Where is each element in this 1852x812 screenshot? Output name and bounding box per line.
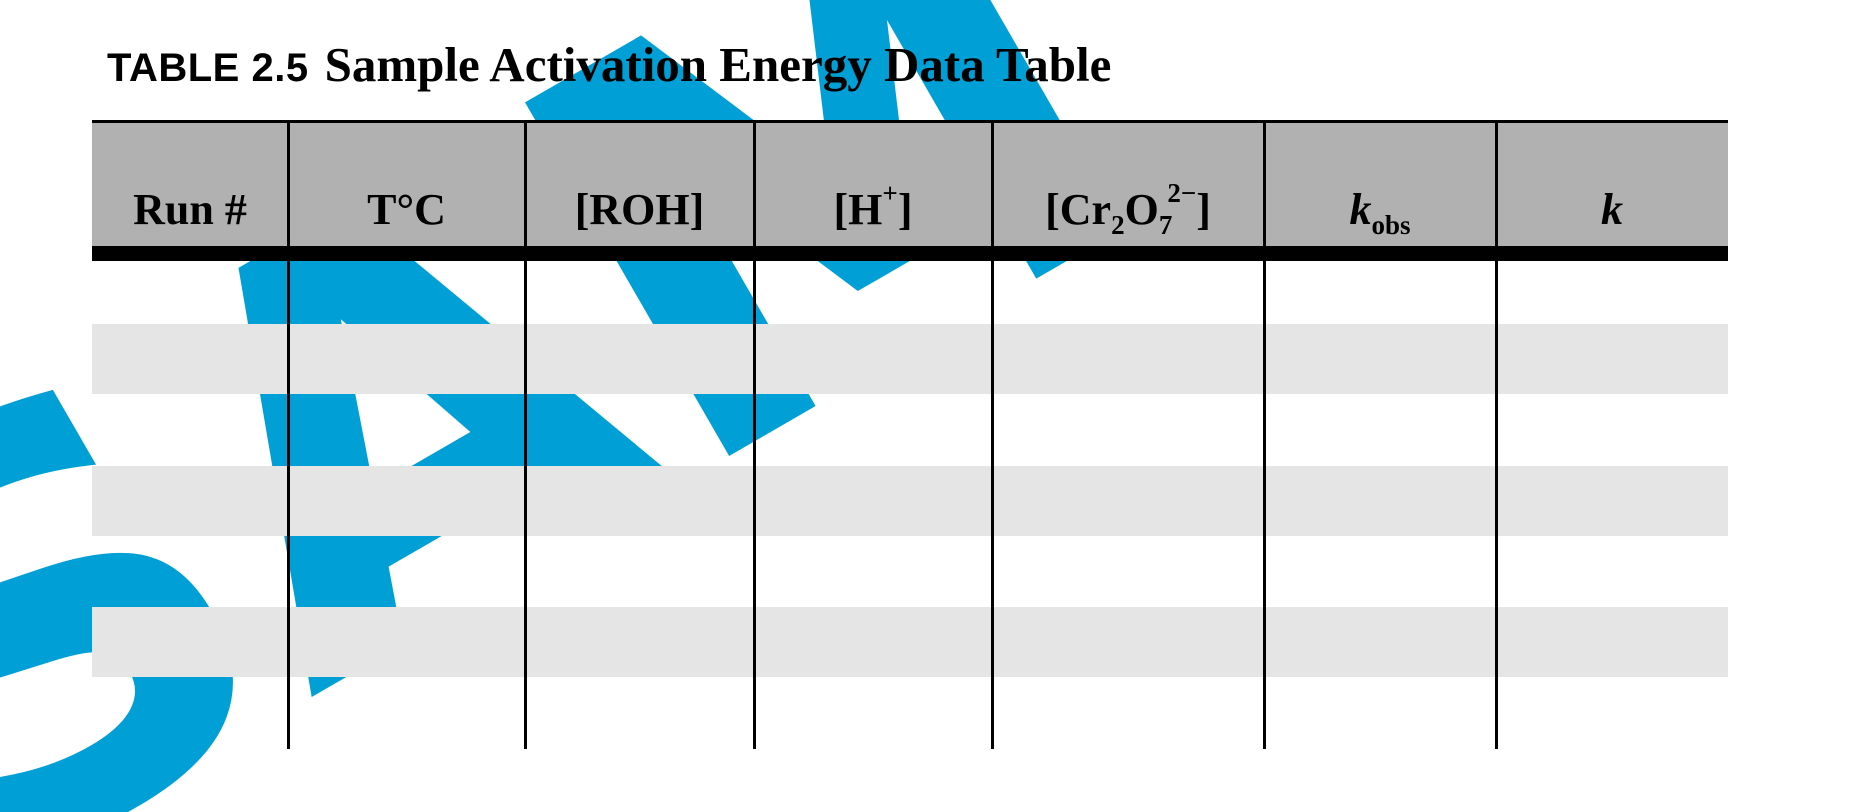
- column-header-label: [ROH]: [574, 185, 705, 234]
- table-cell: [754, 261, 992, 324]
- table-cell: [1264, 607, 1496, 677]
- table-title: TABLE 2.5 Sample Activation Energy Data …: [107, 36, 1111, 93]
- column-header-label: [Cr2O72−]: [1045, 178, 1211, 240]
- table-cell: [92, 466, 288, 536]
- table-cell: [992, 324, 1264, 394]
- table-cell: [1496, 536, 1728, 607]
- column-header-label: [H+]: [833, 178, 913, 234]
- column-divider: [1262, 120, 1266, 749]
- table-row: [92, 607, 1728, 677]
- column-header-dichromate: [Cr2O72−]: [992, 123, 1264, 246]
- table-top-border: [92, 120, 1728, 123]
- column-header-label: k: [1601, 185, 1623, 234]
- column-header-k: k: [1496, 123, 1728, 246]
- column-header-label: Run #: [133, 185, 247, 234]
- table-cell: [754, 394, 992, 466]
- table-cell: [992, 261, 1264, 324]
- table-cell: [754, 466, 992, 536]
- table-cell: [992, 536, 1264, 607]
- table-cell: [525, 324, 754, 394]
- table-cell: [92, 324, 288, 394]
- column-header-run: Run #: [92, 123, 288, 246]
- table-cell: [1496, 466, 1728, 536]
- table-cell: [525, 261, 754, 324]
- table-cell: [288, 261, 525, 324]
- table-body: [92, 261, 1728, 677]
- column-divider: [990, 120, 994, 749]
- table-row: [92, 466, 1728, 536]
- table-cell: [288, 466, 525, 536]
- table-cell: [525, 394, 754, 466]
- table-row: [92, 394, 1728, 466]
- table-cell: [92, 394, 288, 466]
- table-cell: [1264, 394, 1496, 466]
- table-cell: [288, 607, 525, 677]
- table-row: [92, 261, 1728, 324]
- table-row: [92, 536, 1728, 607]
- column-header-roh: [ROH]: [525, 123, 754, 246]
- table-cell: [92, 536, 288, 607]
- table-cell: [92, 261, 288, 324]
- table-cell: [1264, 324, 1496, 394]
- table-cell: [525, 466, 754, 536]
- table-cell: [1496, 324, 1728, 394]
- table-cell: [754, 607, 992, 677]
- column-header-temperature: T°C: [288, 123, 525, 246]
- column-header-k-obs: kobs: [1264, 123, 1496, 246]
- table-cell: [92, 607, 288, 677]
- column-divider: [523, 120, 527, 749]
- table-cell: [1264, 466, 1496, 536]
- table-title-text: Sample Activation Energy Data Table: [324, 37, 1112, 92]
- table-cell: [754, 324, 992, 394]
- table-cell: [525, 536, 754, 607]
- table-cell: [288, 394, 525, 466]
- table-cell: [1264, 261, 1496, 324]
- table-cell: [754, 536, 992, 607]
- table-header-row: Run # T°C [ROH] [H+] [Cr2O72−] kobs k: [92, 123, 1728, 246]
- table-cell: [992, 394, 1264, 466]
- table-cell: [525, 607, 754, 677]
- column-header-label: T°C: [367, 185, 446, 234]
- table-cell: [1496, 607, 1728, 677]
- table-cell: [992, 607, 1264, 677]
- table-cell: [1496, 394, 1728, 466]
- table-cell: [1496, 261, 1728, 324]
- data-table: Run # T°C [ROH] [H+] [Cr2O72−] kobs k: [92, 120, 1728, 749]
- column-divider: [1494, 120, 1498, 749]
- table-header-rule: [92, 246, 1728, 261]
- column-header-label: kobs: [1349, 185, 1411, 240]
- column-header-h-plus: [H+]: [754, 123, 992, 246]
- column-divider: [752, 120, 756, 749]
- table-cell: [1264, 536, 1496, 607]
- table-cell: [288, 324, 525, 394]
- table-cell: [288, 536, 525, 607]
- table-cell: [992, 466, 1264, 536]
- table-row: [92, 324, 1728, 394]
- table-number-label: TABLE 2.5: [107, 46, 309, 90]
- column-divider: [286, 120, 290, 749]
